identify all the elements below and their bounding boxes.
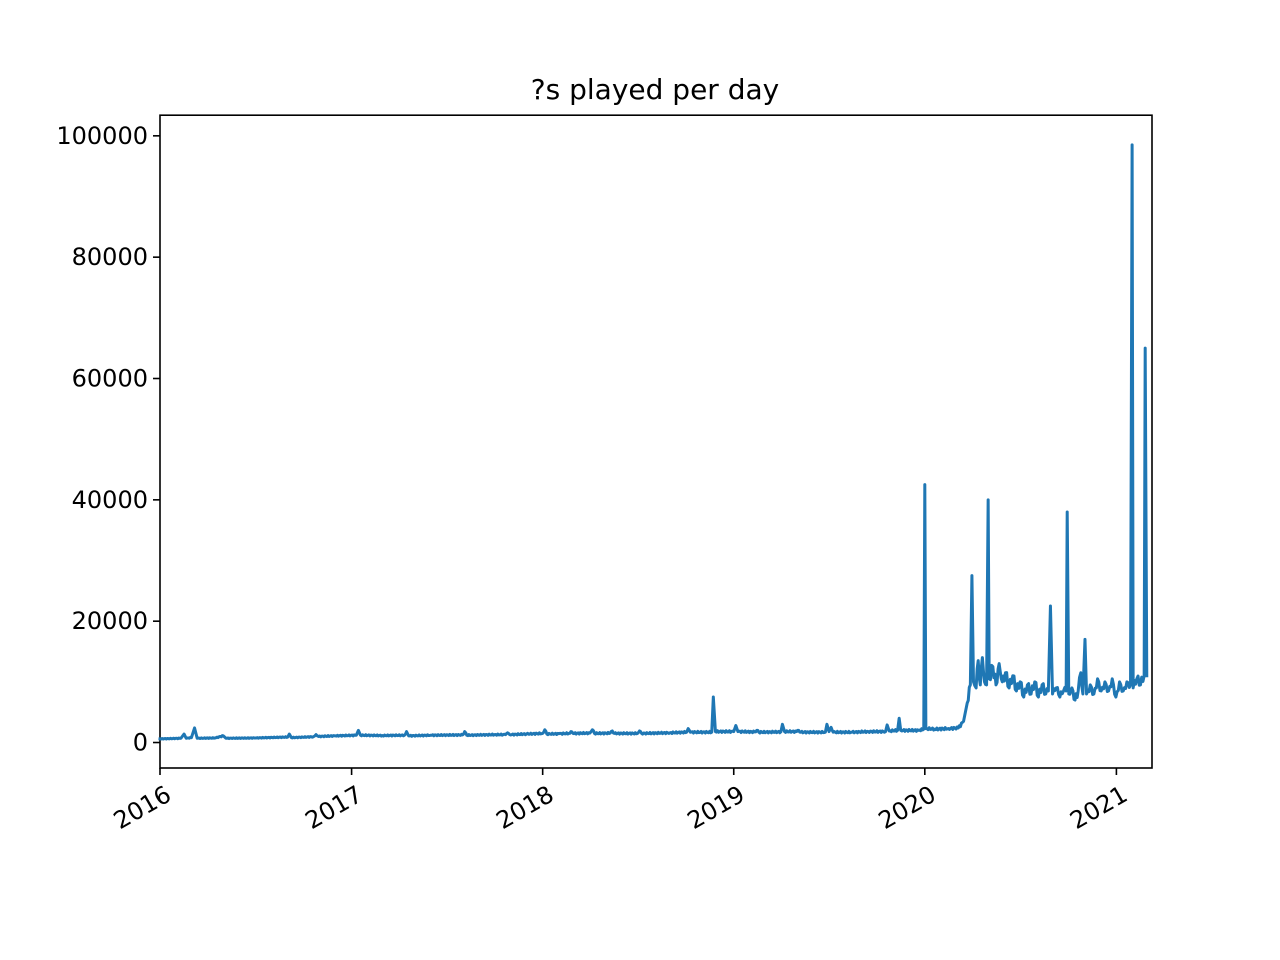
series-layer (158, 143, 1149, 741)
y-tick-label: 0 (133, 729, 148, 757)
x-axis: 2016 2017 2018 2019 2020 2021 (109, 768, 1132, 835)
x-tick-label: 2021 (1065, 780, 1132, 835)
y-tick-label: 20000 (72, 607, 148, 635)
x-tick-label: 2016 (109, 780, 176, 835)
x-tick-label: 2017 (300, 780, 367, 835)
y-tick-label: 60000 (72, 365, 148, 393)
chart-title: ?s played per day (531, 73, 779, 106)
series-line (158, 143, 1149, 741)
x-tick-label: 2020 (874, 780, 941, 835)
y-tick-label: 40000 (72, 486, 148, 514)
x-tick-label: 2018 (492, 780, 559, 835)
y-tick-label: 80000 (72, 243, 148, 271)
plot-area-frame (159, 114, 1153, 769)
y-tick-label: 100000 (56, 122, 148, 150)
x-tick-label: 2019 (683, 780, 750, 835)
y-axis: 0 20000 40000 60000 80000 100000 (56, 122, 160, 757)
